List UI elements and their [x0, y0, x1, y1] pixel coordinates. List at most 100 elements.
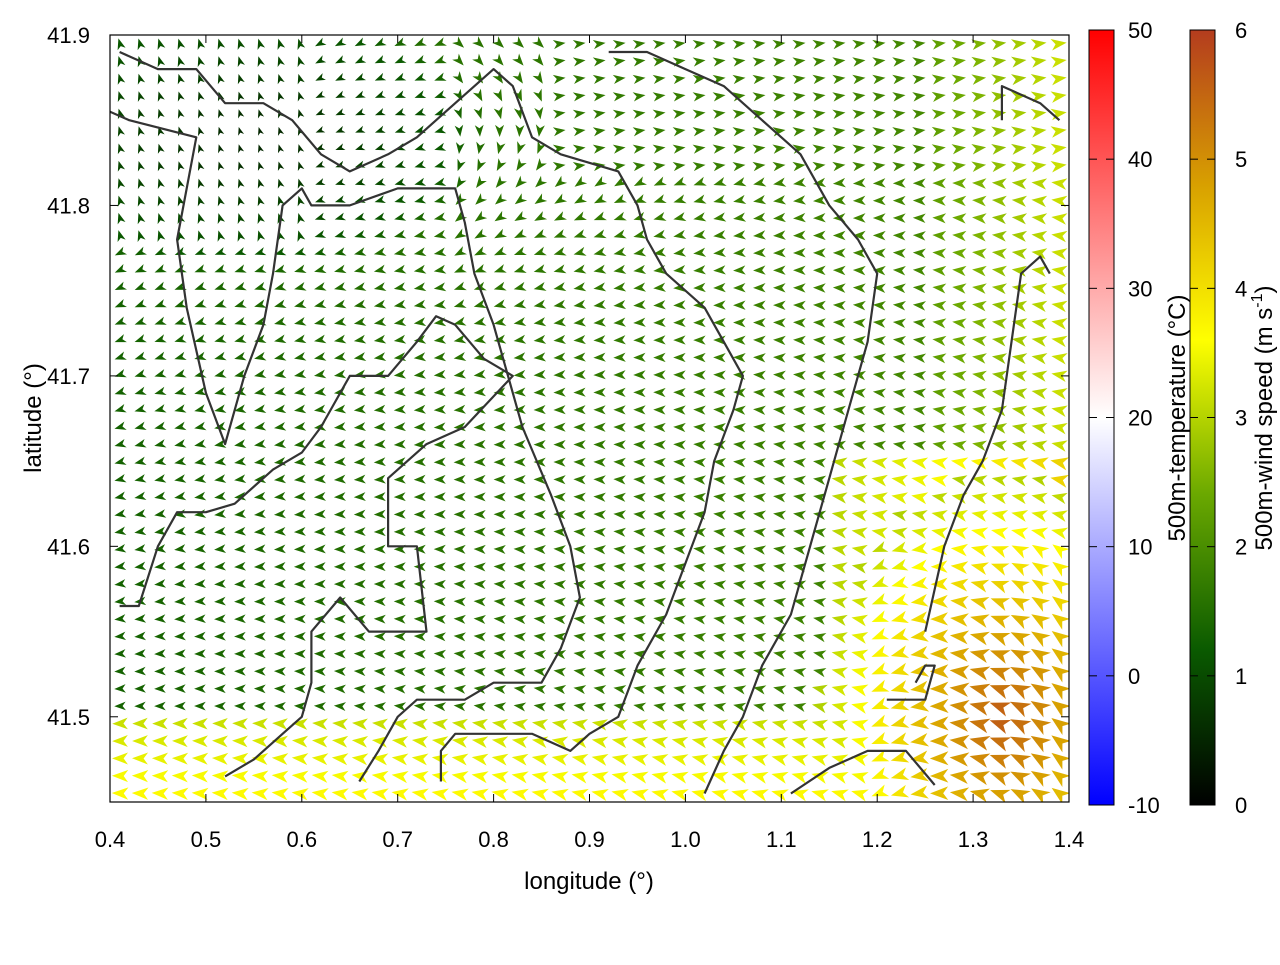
wind-arrow	[353, 492, 366, 502]
wind-arrow	[772, 144, 786, 154]
wind-arrow	[1030, 753, 1051, 770]
wind-arrow	[257, 109, 265, 119]
wind-arrow	[572, 57, 586, 67]
wind-arrow	[753, 423, 766, 433]
wind-arrow	[493, 334, 507, 344]
wind-arrow	[632, 109, 646, 119]
wind-arrow	[851, 492, 868, 504]
wind-arrow	[673, 176, 687, 186]
wind-arrow	[911, 510, 928, 522]
wind-arrow	[613, 580, 627, 590]
wind-arrow	[671, 736, 689, 749]
wind-arrow	[693, 632, 707, 642]
wind-arrow	[912, 318, 927, 329]
wind-arrow	[114, 438, 127, 448]
wind-arrow	[254, 247, 267, 256]
wind-arrow	[177, 230, 186, 242]
wind-arrow	[693, 370, 706, 380]
wind-arrow	[174, 456, 187, 466]
wind-arrow	[553, 246, 567, 256]
wind-arrow	[473, 597, 486, 607]
wind-arrow	[613, 370, 626, 380]
wind-arrow	[811, 684, 828, 696]
wind-arrow	[612, 40, 626, 50]
wind-arrow	[1010, 39, 1027, 51]
wind-arrow	[111, 787, 129, 800]
wind-arrow	[571, 719, 589, 731]
wind-arrow	[533, 632, 547, 642]
wind-arrow	[157, 108, 165, 119]
wind-arrow	[314, 264, 327, 274]
wind-arrow	[931, 527, 949, 540]
wind-arrow	[812, 283, 826, 293]
wind-arrow	[872, 318, 886, 328]
wind-arrow	[793, 650, 807, 660]
wind-arrow	[294, 247, 307, 256]
wind-arrow	[473, 439, 486, 449]
wind-arrow	[1011, 195, 1028, 207]
wind-arrow	[813, 528, 827, 538]
wind-arrow	[473, 527, 486, 537]
wind-arrow	[453, 579, 466, 589]
wind-arrow	[951, 475, 968, 487]
wind-arrow	[852, 388, 867, 398]
wind-arrow	[211, 770, 229, 783]
wind-arrow	[353, 597, 366, 607]
wind-arrow	[253, 701, 266, 711]
wind-arrow	[214, 369, 227, 378]
wind-arrow	[134, 369, 147, 378]
wind-arrow	[910, 576, 929, 590]
wind-arrow	[613, 282, 627, 292]
wind-arrow	[533, 299, 547, 309]
wind-arrow	[832, 353, 846, 363]
wind-arrow	[157, 143, 165, 154]
wind-arrow	[413, 299, 427, 309]
wind-arrow	[852, 74, 866, 85]
wind-arrow	[653, 685, 667, 695]
wind-arrow	[753, 405, 766, 415]
wind-arrow	[334, 37, 347, 47]
wind-arrow	[633, 194, 647, 203]
wind-arrow	[751, 736, 769, 749]
wind-arrow	[493, 317, 507, 326]
wind-arrow	[473, 702, 487, 712]
wind-arrow	[591, 719, 609, 731]
wind-arrow	[952, 405, 967, 417]
wind-arrow	[573, 335, 586, 345]
wind-arrow	[571, 788, 589, 802]
wind-arrow	[852, 213, 866, 223]
wind-arrow	[831, 684, 849, 697]
wind-arrow	[711, 736, 729, 749]
wind-arrow	[315, 55, 327, 64]
wind-arrow	[134, 299, 147, 308]
wind-arrow	[613, 387, 626, 397]
wind-arrow	[651, 771, 669, 784]
wind-arrow	[673, 265, 687, 275]
wind-arrow	[832, 92, 846, 102]
wind-arrow	[297, 230, 306, 242]
wind-arrow	[793, 632, 807, 643]
wind-arrow	[311, 770, 329, 783]
wind-arrow	[832, 370, 846, 381]
wind-arrow	[491, 788, 509, 801]
wind-arrow	[693, 562, 707, 573]
wind-arrow	[177, 108, 185, 119]
wind-arrow	[351, 735, 369, 748]
wind-arrow	[631, 771, 649, 784]
wind-arrow	[614, 176, 628, 187]
wind-arrow	[732, 109, 746, 119]
wind-arrow	[512, 36, 525, 48]
wind-arrow	[952, 195, 967, 207]
wind-arrow	[851, 772, 869, 784]
wind-arrow	[831, 597, 848, 609]
wind-arrow	[214, 701, 226, 711]
wind-arrow	[950, 613, 969, 627]
wind-arrow	[771, 754, 789, 767]
wind-arrow	[454, 210, 468, 222]
wind-arrow	[174, 474, 187, 483]
wind-arrow	[394, 212, 407, 221]
wind-arrow	[335, 108, 346, 116]
colorbar-tick-label: 50	[1128, 18, 1152, 43]
wind-arrow	[612, 57, 626, 67]
